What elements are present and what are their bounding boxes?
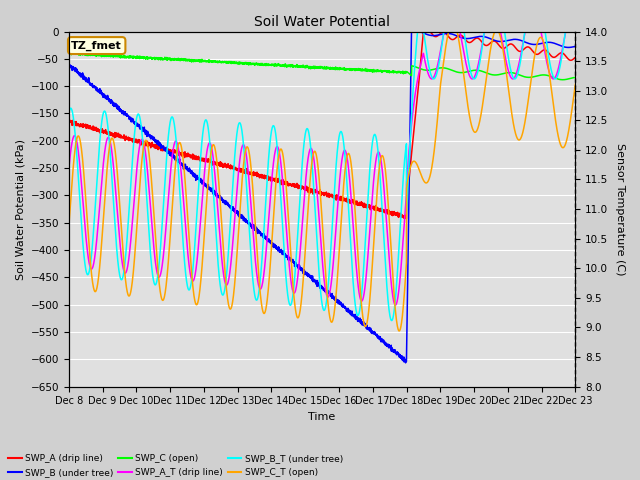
Title: Soil Water Potential: Soil Water Potential <box>254 15 390 29</box>
Text: TZ_fmet: TZ_fmet <box>71 40 122 51</box>
Y-axis label: Soil Water Potential (kPa): Soil Water Potential (kPa) <box>15 139 25 279</box>
Legend: SWP_A (drip line), SWP_B (under tree), SWP_C (open), SWP_A_T (drip line), SWP_B_: SWP_A (drip line), SWP_B (under tree), S… <box>4 451 347 480</box>
X-axis label: Time: Time <box>308 412 336 422</box>
Y-axis label: Sensor Temperature (C): Sensor Temperature (C) <box>615 143 625 276</box>
